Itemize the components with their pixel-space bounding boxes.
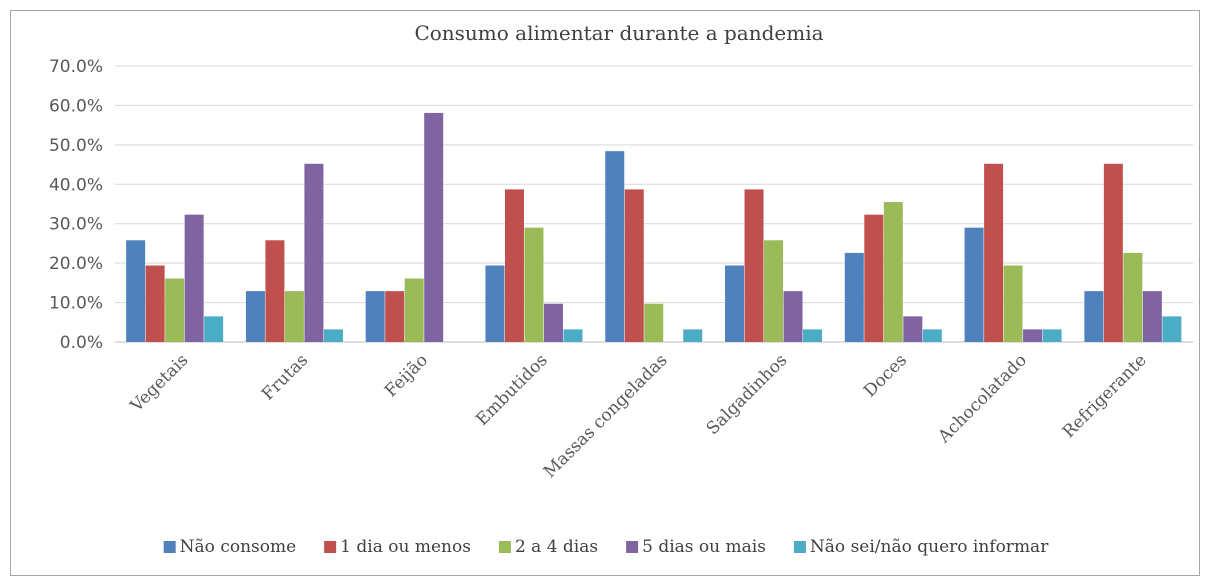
y-tick-label: 0.0%: [60, 333, 103, 353]
y-tick-label: 40.0%: [49, 175, 103, 195]
bar: [404, 278, 424, 342]
bar: [1042, 329, 1062, 342]
legend-label: 1 dia ou menos: [340, 537, 471, 557]
legend-label: Não consome: [180, 537, 297, 557]
bar: [803, 329, 823, 342]
bar: [783, 291, 803, 342]
bar: [184, 214, 204, 342]
x-tick-label: Embutidos: [472, 350, 552, 430]
x-tick-label: Doces: [860, 350, 911, 401]
legend-label: 2 a 4 dias: [515, 537, 598, 557]
bar: [864, 214, 884, 342]
bar: [903, 316, 923, 342]
bar: [304, 163, 324, 342]
bars: [126, 112, 1182, 342]
legend-swatch: [498, 541, 511, 553]
x-tick-label: Frutas: [258, 350, 312, 404]
bar: [964, 227, 984, 342]
y-tick-label: 60.0%: [49, 96, 103, 116]
x-tick-label: Salgadinhos: [703, 350, 792, 439]
bar: [1142, 291, 1162, 342]
bar: [764, 240, 784, 342]
bar: [563, 329, 583, 342]
legend-swatch: [163, 541, 176, 553]
bar: [524, 227, 544, 342]
bar: [145, 265, 165, 342]
chart-frame: Consumo alimentar durante a pandemia 0.0…: [10, 10, 1200, 576]
bar: [922, 329, 942, 342]
bar: [1162, 316, 1182, 342]
x-tick-label: Massas congeladas: [540, 350, 672, 482]
x-tick-label: Feijão: [381, 350, 432, 401]
bar: [725, 265, 745, 342]
bar: [984, 163, 1004, 342]
x-tick-label: Vegetais: [126, 350, 192, 416]
y-axis-ticks: 0.0% 10.0% 20.0% 30.0% 40.0% 50.0% 60.0% 70.0%: [49, 57, 103, 353]
chart-title: Consumo alimentar durante a pandemia: [414, 21, 823, 45]
bar: [504, 189, 524, 342]
bar: [165, 278, 185, 342]
bar: [644, 303, 664, 342]
bar: [1103, 163, 1123, 342]
bar: [844, 252, 864, 342]
legend-label: 5 dias ou mais: [642, 537, 766, 557]
legend-swatch: [626, 541, 639, 553]
bar: [624, 189, 644, 342]
bar: [365, 291, 385, 342]
chart-svg: Consumo alimentar durante a pandemia 0.0…: [49, 21, 1193, 557]
bar: [424, 112, 444, 342]
y-tick-label: 50.0%: [49, 136, 103, 156]
bar: [883, 202, 903, 342]
bar: [126, 240, 146, 342]
bar: [485, 265, 505, 342]
bar: [323, 329, 343, 342]
x-tick-label: Achocolatado: [934, 350, 1031, 447]
bar: [543, 303, 563, 342]
y-tick-label: 20.0%: [49, 254, 103, 274]
legend: Não consome 1 dia ou menos 2 a 4 dias 5 dia…: [163, 537, 1049, 557]
bar: [683, 329, 703, 342]
bar: [1084, 291, 1104, 342]
y-tick-label: 10.0%: [49, 294, 103, 314]
y-tick-label: 70.0%: [49, 57, 103, 77]
legend-swatch: [793, 541, 806, 553]
bar: [1123, 252, 1143, 342]
bar: [1023, 329, 1043, 342]
bar: [744, 189, 764, 342]
bar: [265, 240, 285, 342]
legend-label: Não sei/não quero informar: [810, 537, 1049, 557]
bar: [204, 316, 224, 342]
legend-swatch: [324, 541, 337, 553]
bar: [1003, 265, 1023, 342]
bar: [245, 291, 265, 342]
bar: [605, 151, 625, 342]
x-tick-label: Refrigerante: [1059, 350, 1151, 442]
bar: [284, 291, 304, 342]
y-tick-label: 30.0%: [49, 215, 103, 235]
bar: [385, 291, 405, 342]
